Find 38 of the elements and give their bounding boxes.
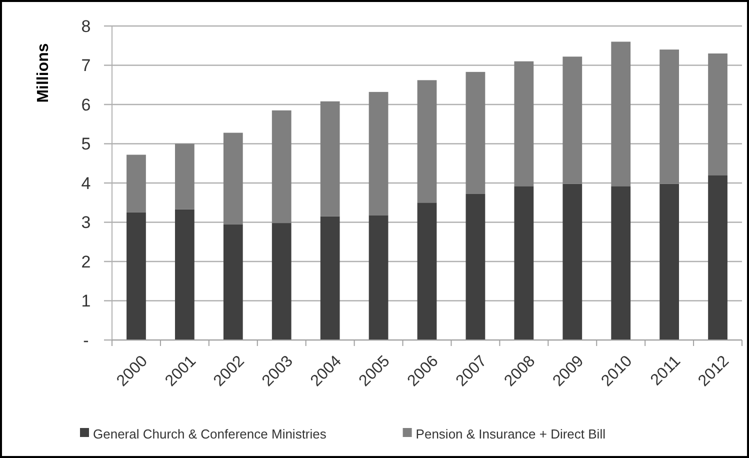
bar bbox=[466, 72, 486, 194]
bar bbox=[611, 42, 631, 186]
bar bbox=[660, 184, 679, 340]
bar bbox=[417, 202, 437, 340]
bar bbox=[611, 186, 631, 340]
y-tick-label: 3 bbox=[81, 213, 91, 232]
y-tick-label: 5 bbox=[81, 134, 91, 154]
y-tick-label: 4 bbox=[81, 174, 91, 193]
bar bbox=[368, 215, 388, 340]
bar bbox=[175, 209, 194, 340]
bar bbox=[272, 223, 292, 340]
bar bbox=[562, 56, 582, 184]
y-tick-label: 2 bbox=[81, 252, 91, 272]
bar bbox=[368, 92, 388, 216]
y-tick-label: - bbox=[83, 330, 89, 350]
y-tick-label: 1 bbox=[81, 292, 91, 311]
legend-label: General Church & Conference Ministries bbox=[93, 426, 327, 442]
legend-label: Pension & Insurance + Direct Bill bbox=[416, 426, 606, 442]
bar bbox=[175, 144, 194, 210]
bar bbox=[320, 216, 340, 340]
bar bbox=[660, 50, 679, 184]
y-tick-label: 8 bbox=[81, 16, 91, 36]
bar bbox=[320, 101, 340, 216]
bar bbox=[514, 61, 534, 186]
bar bbox=[708, 53, 728, 176]
bar bbox=[126, 154, 146, 212]
bar bbox=[223, 224, 243, 340]
bar bbox=[708, 175, 728, 340]
bar bbox=[417, 80, 437, 203]
bar bbox=[514, 186, 534, 340]
bar bbox=[562, 184, 582, 340]
y-tick-label: 6 bbox=[81, 95, 91, 114]
y-tick-label: 7 bbox=[81, 56, 91, 76]
bar bbox=[272, 110, 292, 224]
bar bbox=[223, 132, 243, 224]
y-axis-title: Millions bbox=[35, 43, 52, 103]
bar bbox=[466, 194, 486, 340]
bar bbox=[126, 212, 146, 340]
